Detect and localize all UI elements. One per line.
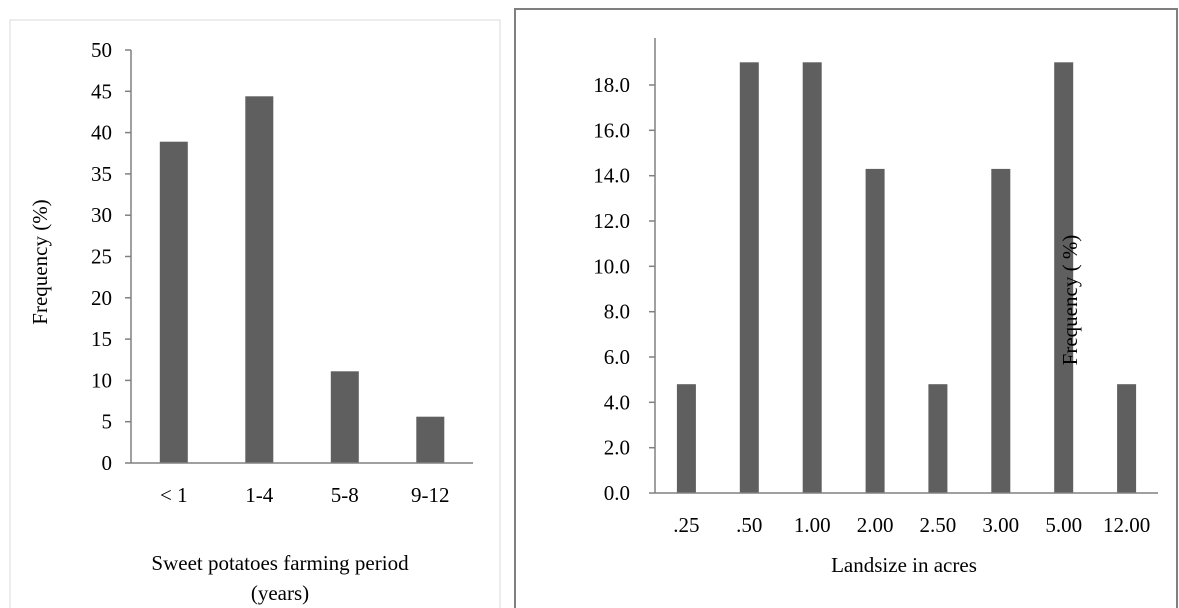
bar-2 bbox=[739, 62, 759, 494]
y-tick-label: 8.0 bbox=[604, 300, 630, 324]
farming-period-chart-panel: 0 5 10 15 20 25 30 35 40 45 50 < 1 1-4 5-8 9-12 Frequ… bbox=[0, 0, 505, 608]
x-tick-label: 2.00 bbox=[857, 513, 894, 537]
y-tick-label: 10 bbox=[91, 368, 112, 392]
bar-8 bbox=[1117, 384, 1137, 493]
y-tick-label: 14.0 bbox=[593, 164, 630, 188]
x-tick-label: 1-4 bbox=[245, 483, 273, 507]
x-tick-label: .25 bbox=[673, 513, 699, 537]
y-tick-label: 0.0 bbox=[604, 481, 630, 505]
y-tick-label: 5 bbox=[102, 410, 113, 434]
x-axis-title: Landsize in acres bbox=[831, 553, 977, 577]
y-tick-label: 45 bbox=[91, 79, 112, 103]
bar-1 bbox=[676, 384, 696, 493]
x-tick-label: 1.00 bbox=[794, 513, 831, 537]
bar-3 bbox=[802, 62, 822, 494]
landsize-chart: 0.0 2.0 4.0 6.0 8.0 10.0 12.0 14.0 16.0 18.0 .25.… bbox=[514, 8, 1178, 608]
x-tick-label: 12.00 bbox=[1103, 513, 1150, 537]
y-tick-label: 18.0 bbox=[593, 73, 630, 97]
y-tick-label: 16.0 bbox=[593, 118, 630, 142]
y-tick-label: 30 bbox=[91, 203, 112, 227]
bar-5 bbox=[928, 384, 948, 493]
y-tick-label: 6.0 bbox=[604, 345, 630, 369]
y-axis-title: Frequency (%) bbox=[28, 199, 52, 324]
x-tick-label: 9-12 bbox=[411, 483, 450, 507]
y-tick-label: 20 bbox=[91, 286, 112, 310]
x-tick-label: 5-8 bbox=[331, 483, 359, 507]
bar-4 bbox=[416, 416, 445, 463]
x-axis-title-line-1: Sweet potatoes farming period bbox=[151, 551, 409, 575]
y-tick-label: 35 bbox=[91, 162, 112, 186]
x-tick-label: .50 bbox=[736, 513, 762, 537]
x-tick-label: 5.00 bbox=[1045, 513, 1082, 537]
y-tick-label: 10.0 bbox=[593, 254, 630, 278]
x-tick-label: < 1 bbox=[160, 483, 188, 507]
y-tick-label: 50 bbox=[91, 38, 112, 62]
x-tick-label: 2.50 bbox=[920, 513, 957, 537]
farming-period-chart: 0 5 10 15 20 25 30 35 40 45 50 < 1 1-4 5-8 9-12 Frequ… bbox=[9, 19, 501, 608]
chart-frame bbox=[9, 19, 501, 608]
bar-6 bbox=[991, 168, 1011, 493]
bar-3 bbox=[330, 371, 359, 463]
y-tick-label: 2.0 bbox=[604, 436, 630, 460]
y-tick-label: 25 bbox=[91, 245, 112, 269]
y-tick-label: 40 bbox=[91, 121, 112, 145]
x-tick-label: 3.00 bbox=[982, 513, 1019, 537]
x-axis-title-line-2: (years) bbox=[251, 581, 309, 605]
bar-7 bbox=[1054, 62, 1074, 494]
bar-1 bbox=[159, 141, 188, 463]
chart-frame bbox=[514, 8, 1178, 608]
y-tick-label: 4.0 bbox=[604, 390, 630, 414]
y-tick-label: 0 bbox=[102, 451, 113, 475]
landsize-chart-panel: 0.0 2.0 4.0 6.0 8.0 10.0 12.0 14.0 16.0 18.0 .25.… bbox=[514, 0, 1179, 608]
bar-4 bbox=[865, 168, 885, 493]
y-tick-label: 12.0 bbox=[593, 209, 630, 233]
bar-2 bbox=[245, 96, 274, 464]
y-tick-label: 15 bbox=[91, 327, 112, 351]
y-axis-title: Frequency ( %) bbox=[1058, 235, 1082, 366]
